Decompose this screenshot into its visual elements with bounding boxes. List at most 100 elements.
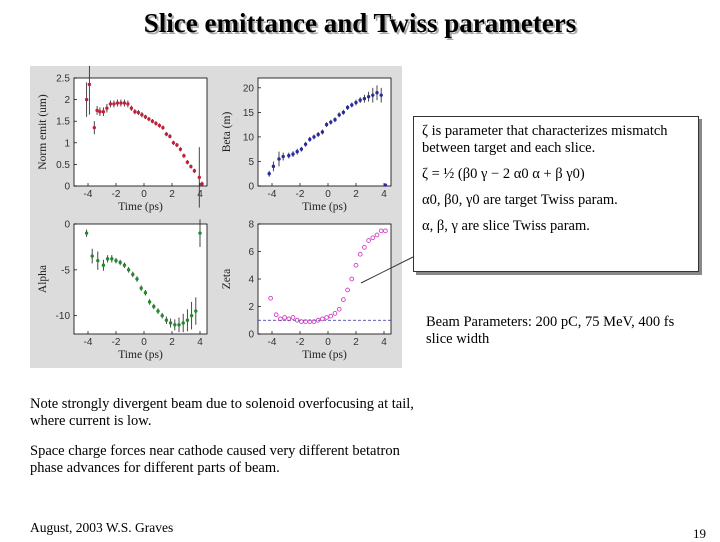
data-point [353,262,359,268]
x-tick-label: -4 [84,189,93,200]
data-point [320,130,325,134]
data-point [383,183,388,187]
x-tick-label: 0 [325,337,331,348]
x-tick-label: -2 [296,189,305,200]
plots-figure: -4 -2 0 2 4 0 0.5 1 1.5 2 2.5 Time (ps) Norm emit (u… [30,66,402,368]
data-point [154,121,158,126]
y-tick-label: -10 [56,311,71,322]
data-point [164,318,169,322]
data-point [315,317,321,323]
data-point [189,164,193,169]
data-point [143,291,148,295]
y-tick-label: 0 [64,182,70,193]
data-point [375,91,379,95]
data-point [286,316,292,322]
y-tick-label: 20 [243,83,255,94]
data-point [271,164,276,169]
data-point [278,316,283,322]
y-tick-label: 0.5 [56,160,70,171]
data-point [178,147,183,151]
x-tick-label: 2 [353,337,359,348]
note-space-charge: Space charge forces near cathode caused … [30,443,400,476]
x-tick-label: -2 [296,337,305,348]
y-tick-label: 0 [248,182,254,193]
data-point [147,300,152,304]
x-tick-label: -4 [268,189,277,200]
data-point [95,108,99,113]
data-point [345,287,350,293]
target-twiss-note: α0, β0, γ0 are target Twiss param. [422,192,618,208]
data-point [198,231,202,235]
footer-author-date: August, 2003 W.S. Graves [30,520,174,535]
data-point [336,306,342,312]
x-tick-label: 4 [381,189,387,200]
data-point [147,117,151,121]
data-point [281,154,285,159]
data-point [341,297,346,302]
plot-area [73,77,208,187]
beta-m-panel: -4 -2 0 2 4 0 5 10 15 20 Time (ps) Beta (m) [221,77,392,213]
page-number: 19 [693,526,706,541]
data-point [126,268,131,272]
data-point [383,228,388,234]
x-tick-label: 4 [197,337,203,348]
data-point [131,272,135,277]
y-tick-label: 2.5 [56,74,70,85]
data-point [189,313,194,318]
x-tick-label: 0 [141,189,147,200]
data-point [161,125,165,130]
info-box: ζ is parameter that characterizes mismat… [413,116,699,272]
data-point [294,317,300,323]
data-point [185,160,190,164]
data-point [168,134,172,139]
data-point [135,277,139,281]
data-point [101,109,106,114]
norm-emit-um-panel: -4 -2 0 2 4 0 0.5 1 1.5 2 2.5 Time (ps) Norm emit (u… [37,66,208,213]
x-tick-label: 2 [169,189,175,200]
x-tick-label: 0 [141,337,147,348]
data-point [337,113,341,117]
data-point [98,109,102,114]
data-point [268,295,273,301]
data-point [177,323,181,327]
x-tick-label: -4 [84,337,93,348]
x-axis-label: Time (ps) [302,201,347,213]
y-axis-label: Beta (m) [221,112,233,153]
data-point [192,169,197,173]
y-tick-label: 2 [248,302,254,313]
x-tick-label: 2 [353,189,359,200]
note-divergent-beam: Note strongly divergent beam due to sole… [30,396,414,429]
data-point [96,258,100,263]
x-axis-label: Time (ps) [118,349,163,361]
data-point [108,102,113,106]
y-tick-label: 6 [248,247,254,258]
data-point [320,316,325,322]
data-point [324,122,329,127]
data-point [185,318,190,322]
data-point [287,153,291,158]
slice-twiss-note: α, β, γ are slice Twiss param. [422,218,590,234]
zeta-formula: ζ = ½ (β0 γ − 2 α0 α + β γ0) [422,166,585,182]
data-point [150,119,155,123]
data-point [84,97,89,102]
x-tick-label: -2 [112,337,121,348]
data-point [299,147,304,151]
data-point [133,109,137,114]
y-axis-label: Alpha [37,265,49,293]
data-point [126,102,130,106]
plot-area [73,223,208,335]
y-tick-label: 1.5 [56,117,70,128]
data-point [357,251,363,257]
data-point [171,141,176,145]
data-point [273,312,279,318]
y-tick-label: 0 [248,330,254,341]
data-point [267,172,271,176]
data-point [140,113,144,117]
data-point [371,93,375,97]
data-point [119,101,123,105]
data-point [84,231,89,235]
data-point [312,135,316,139]
data-point [181,321,185,325]
data-point [332,311,338,316]
